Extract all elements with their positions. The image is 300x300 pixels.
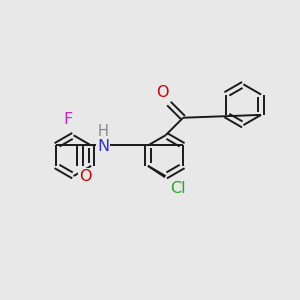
Text: H: H <box>98 124 109 139</box>
Text: F: F <box>64 112 73 128</box>
Text: N: N <box>97 140 109 154</box>
Text: O: O <box>157 85 169 100</box>
Text: O: O <box>79 169 91 184</box>
Text: Cl: Cl <box>170 181 186 196</box>
